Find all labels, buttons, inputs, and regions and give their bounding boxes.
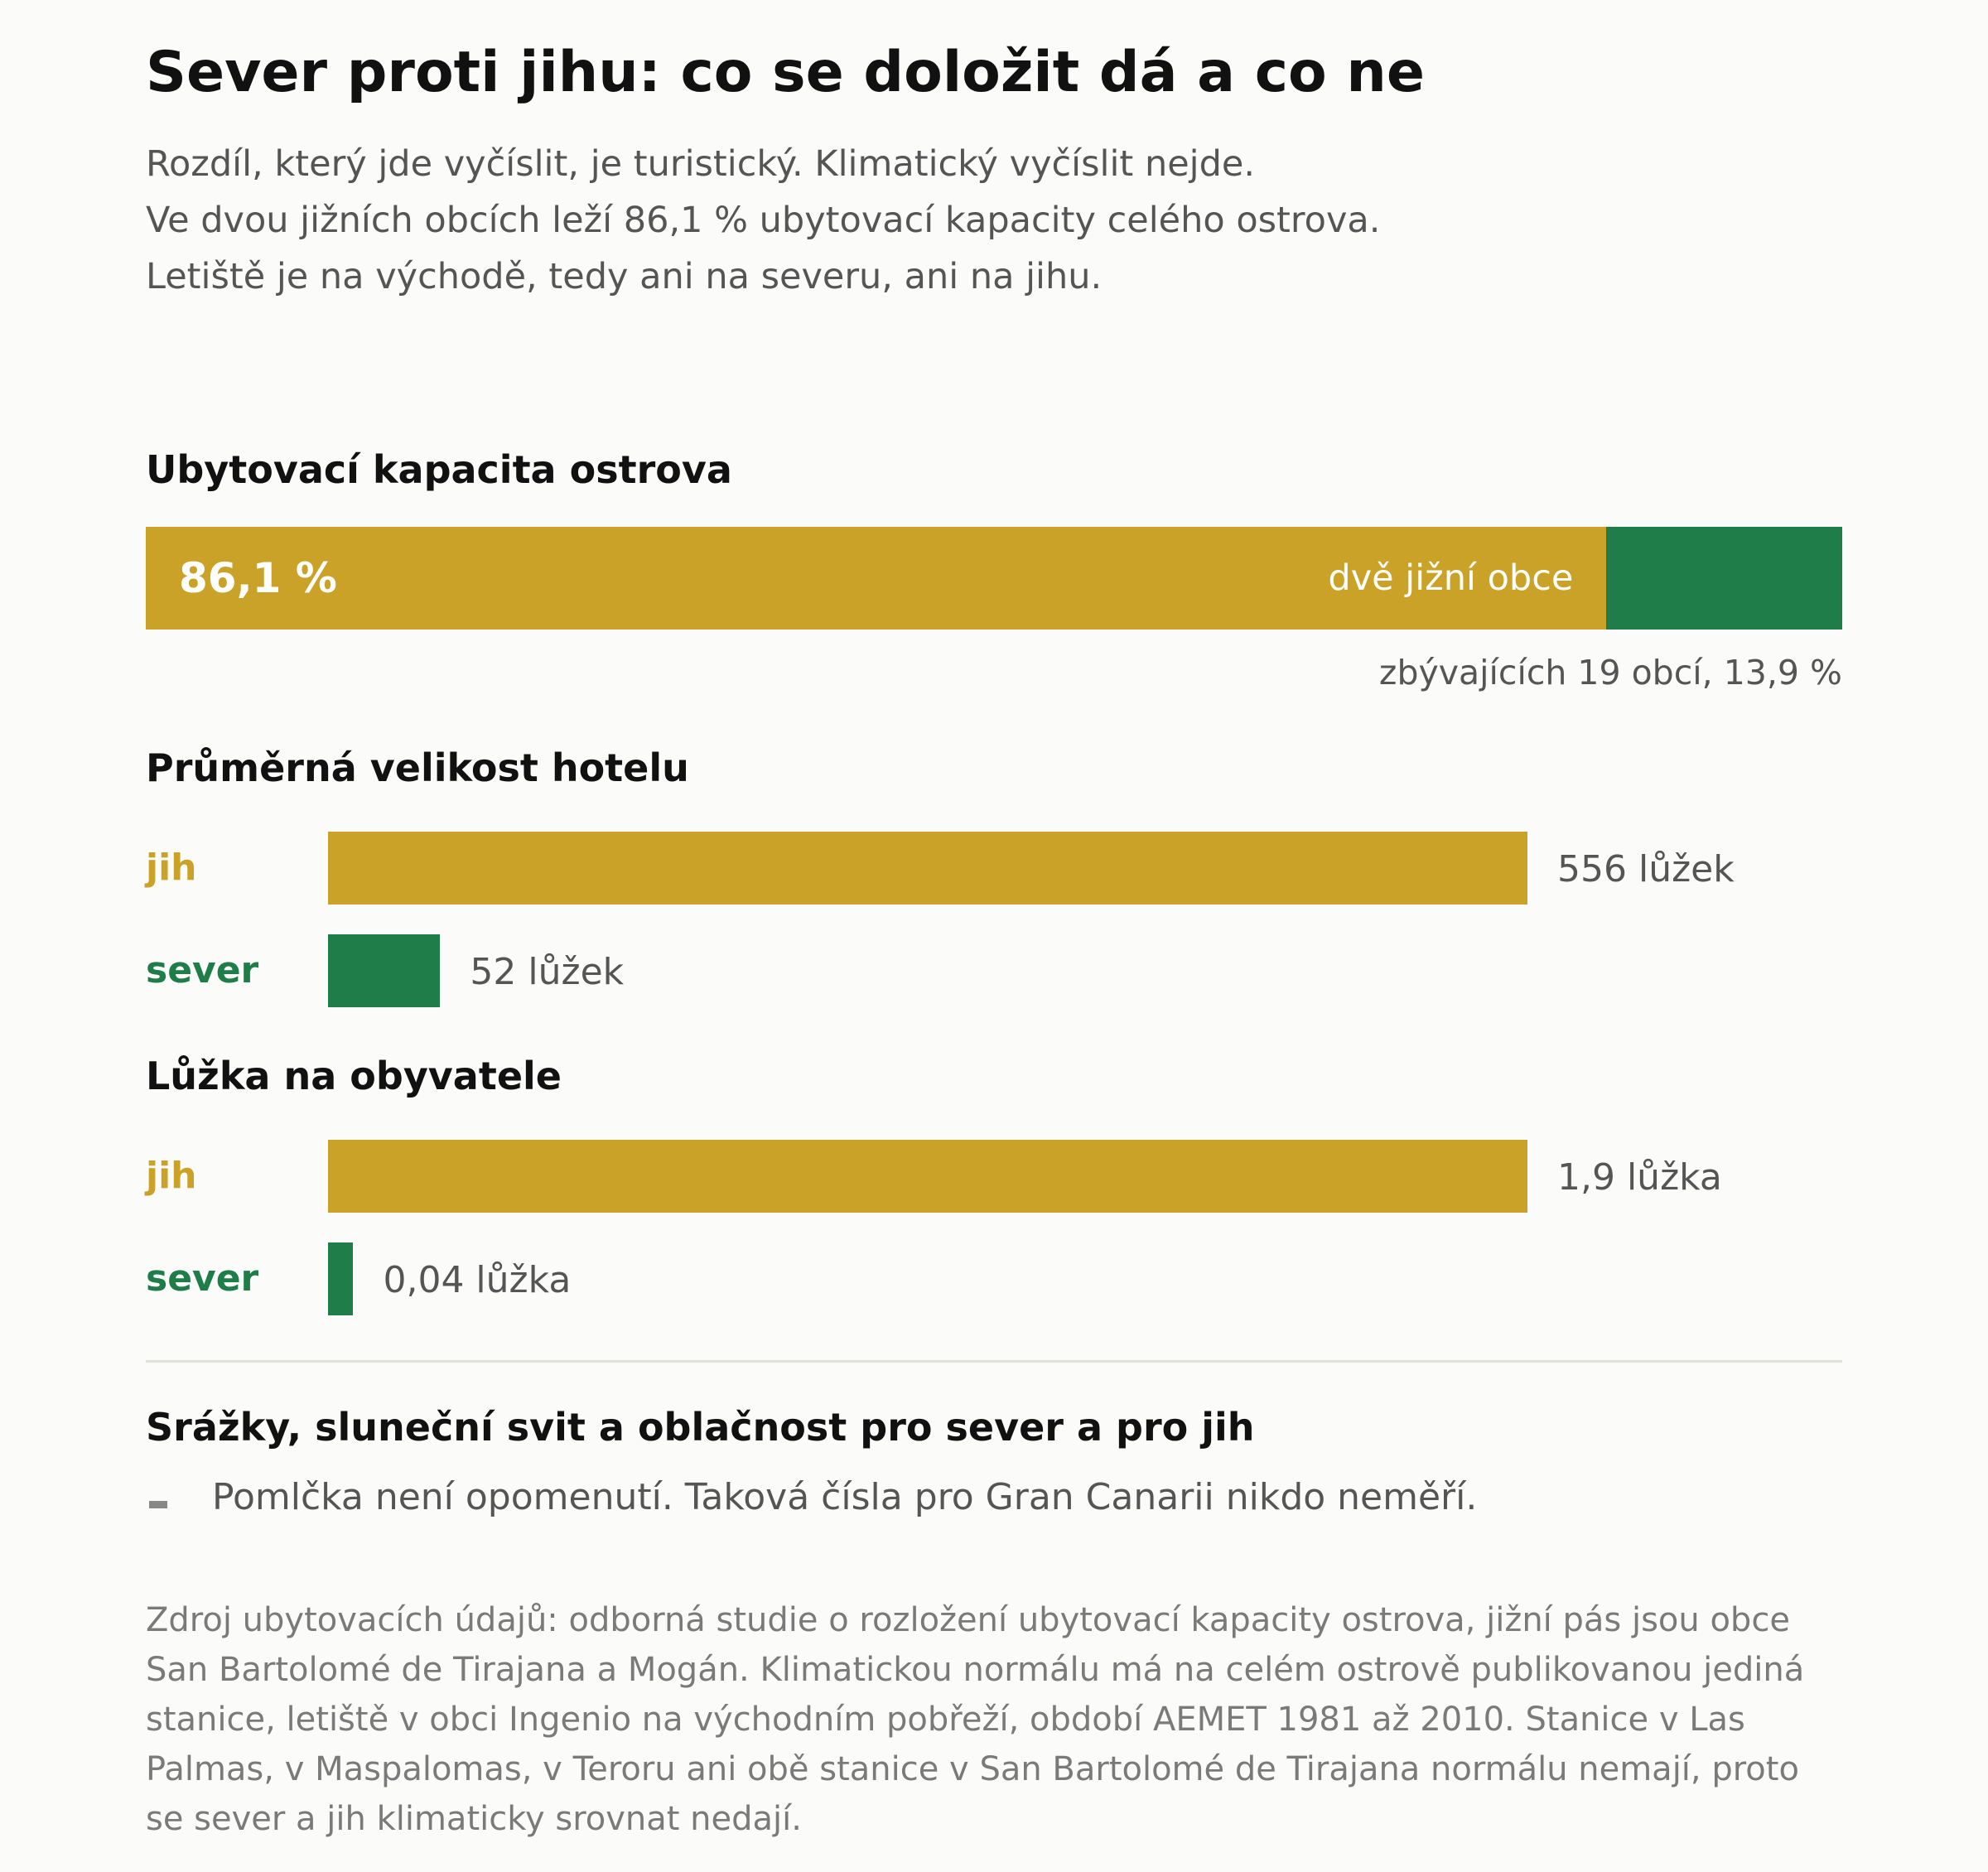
bar-value-label: 0,04 lůžka: [383, 1259, 572, 1301]
bar-value-label: 52 lůžek: [470, 951, 625, 993]
bar-value-label: 1,9 lůžka: [1557, 1156, 1722, 1199]
chart-title-capacity: Ubytovací kapacita ostrova: [146, 447, 732, 492]
source-line: San Bartolomé de Tirajana a Mogán. Klima…: [146, 1651, 1805, 1689]
subtitle-line: Rozdíl, který jde vyčíslit, je turistick…: [146, 143, 1256, 185]
category-label-north: sever: [146, 1257, 259, 1300]
dash-icon: [149, 1501, 167, 1508]
bar-segment-north: [1606, 527, 1842, 630]
bar-segment-south: 86,1 % dvě jižní obce: [146, 527, 1607, 630]
bar-value-label: 556 lůžek: [1557, 848, 1735, 890]
subtitle: Rozdíl, který jde vyčíslit, je turistick…: [146, 136, 1380, 305]
climate-title: Srážky, sluneční svit a oblačnost pro se…: [146, 1405, 1255, 1450]
bar-beds-south: [328, 1140, 1527, 1213]
source-note: Zdroj ubytovacích údajů: odborná studie …: [146, 1595, 1860, 1844]
page-title: Sever proti jihu: co se doložit dá a co …: [146, 40, 1425, 105]
source-line: stanice, letiště v obci Ingenio na výcho…: [146, 1701, 1745, 1739]
segment-name-label: dvě jižní obce: [1328, 557, 1574, 599]
segment-value-label: 86,1 %: [179, 554, 337, 602]
source-line: Zdroj ubytovacích údajů: odborná studie …: [146, 1601, 1790, 1639]
source-line: se sever a jih klimaticky srovnat nedají…: [146, 1800, 802, 1838]
bar-hotel-south: [328, 832, 1527, 905]
category-label-south: jih: [146, 1155, 197, 1197]
capacity-stacked-bar: 86,1 % dvě jižní obce: [146, 527, 1842, 630]
source-line: Palmas, v Maspalomas, v Teroru ani obě s…: [146, 1750, 1799, 1788]
climate-note: Pomlčka není opomenutí. Taková čísla pro…: [212, 1476, 1478, 1518]
category-label-north: sever: [146, 949, 259, 991]
segment-note-north: zbývajících 19 obcí, 13,9 %: [1378, 653, 1842, 692]
category-label-south: jih: [146, 847, 197, 889]
chart-title-hotel-size: Průměrná velikost hotelu: [146, 745, 689, 790]
divider: [146, 1360, 1842, 1363]
chart-title-beds-per-capita: Lůžka na obyvatele: [146, 1054, 562, 1098]
subtitle-line: Ve dvou jižních obcích leží 86,1 % ubyto…: [146, 200, 1381, 241]
bar-beds-north: [328, 1242, 354, 1315]
subtitle-line: Letiště je na východě, tedy ani na sever…: [146, 256, 1103, 297]
bar-hotel-north: [328, 934, 441, 1007]
